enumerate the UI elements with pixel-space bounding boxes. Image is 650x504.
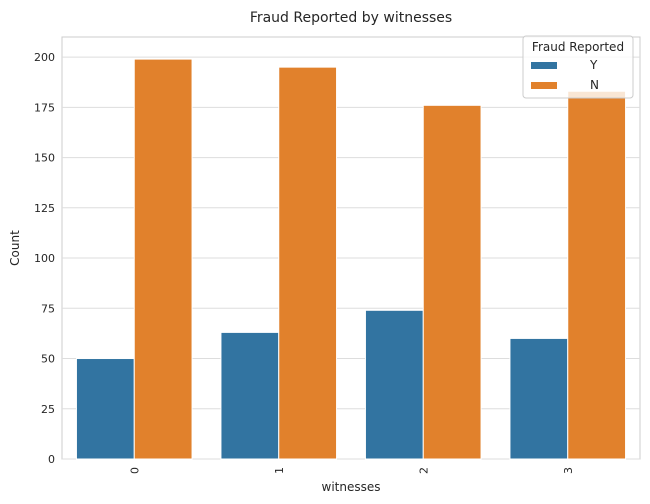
y-tick-label: 0 (48, 453, 55, 466)
chart-title: Fraud Reported by witnesses (250, 10, 452, 26)
bar-n-0 (133, 58, 193, 460)
y-tick-label: 175 (34, 101, 55, 114)
bar-y-0 (75, 358, 135, 460)
bar-n-3 (567, 90, 627, 460)
legend-title: Fraud Reported (532, 40, 624, 54)
y-tick-label: 25 (41, 403, 55, 416)
bar-y-2 (364, 309, 424, 460)
x-tick-label: 2 (417, 467, 430, 474)
legend: Fraud Reported Y N (522, 35, 634, 99)
bar-y-3 (509, 337, 569, 460)
x-tick-label: 3 (562, 467, 575, 474)
bar-n-1 (278, 66, 338, 460)
y-tick-labels: 0 25 50 75 100 125 150 175 200 (34, 51, 55, 466)
y-tick-label: 125 (34, 202, 55, 215)
bar-y-1 (220, 331, 280, 460)
x-tick-labels: 0 1 2 3 (128, 467, 575, 474)
legend-swatch-n (531, 82, 557, 89)
bars-group (75, 58, 627, 460)
legend-swatch-y (531, 62, 557, 69)
y-tick-label: 100 (34, 252, 55, 265)
x-tick-label: 0 (128, 467, 141, 474)
y-tick-label: 50 (41, 353, 55, 366)
legend-label-n: N (590, 78, 599, 92)
bar-n-2 (422, 104, 482, 460)
x-tick-label: 1 (273, 467, 286, 474)
y-tick-label: 150 (34, 152, 55, 165)
y-axis-label: Count (8, 230, 22, 266)
legend-label-y: Y (589, 58, 598, 72)
x-axis-label: witnesses (322, 480, 381, 494)
y-tick-label: 200 (34, 51, 55, 64)
y-tick-label: 75 (41, 302, 55, 315)
